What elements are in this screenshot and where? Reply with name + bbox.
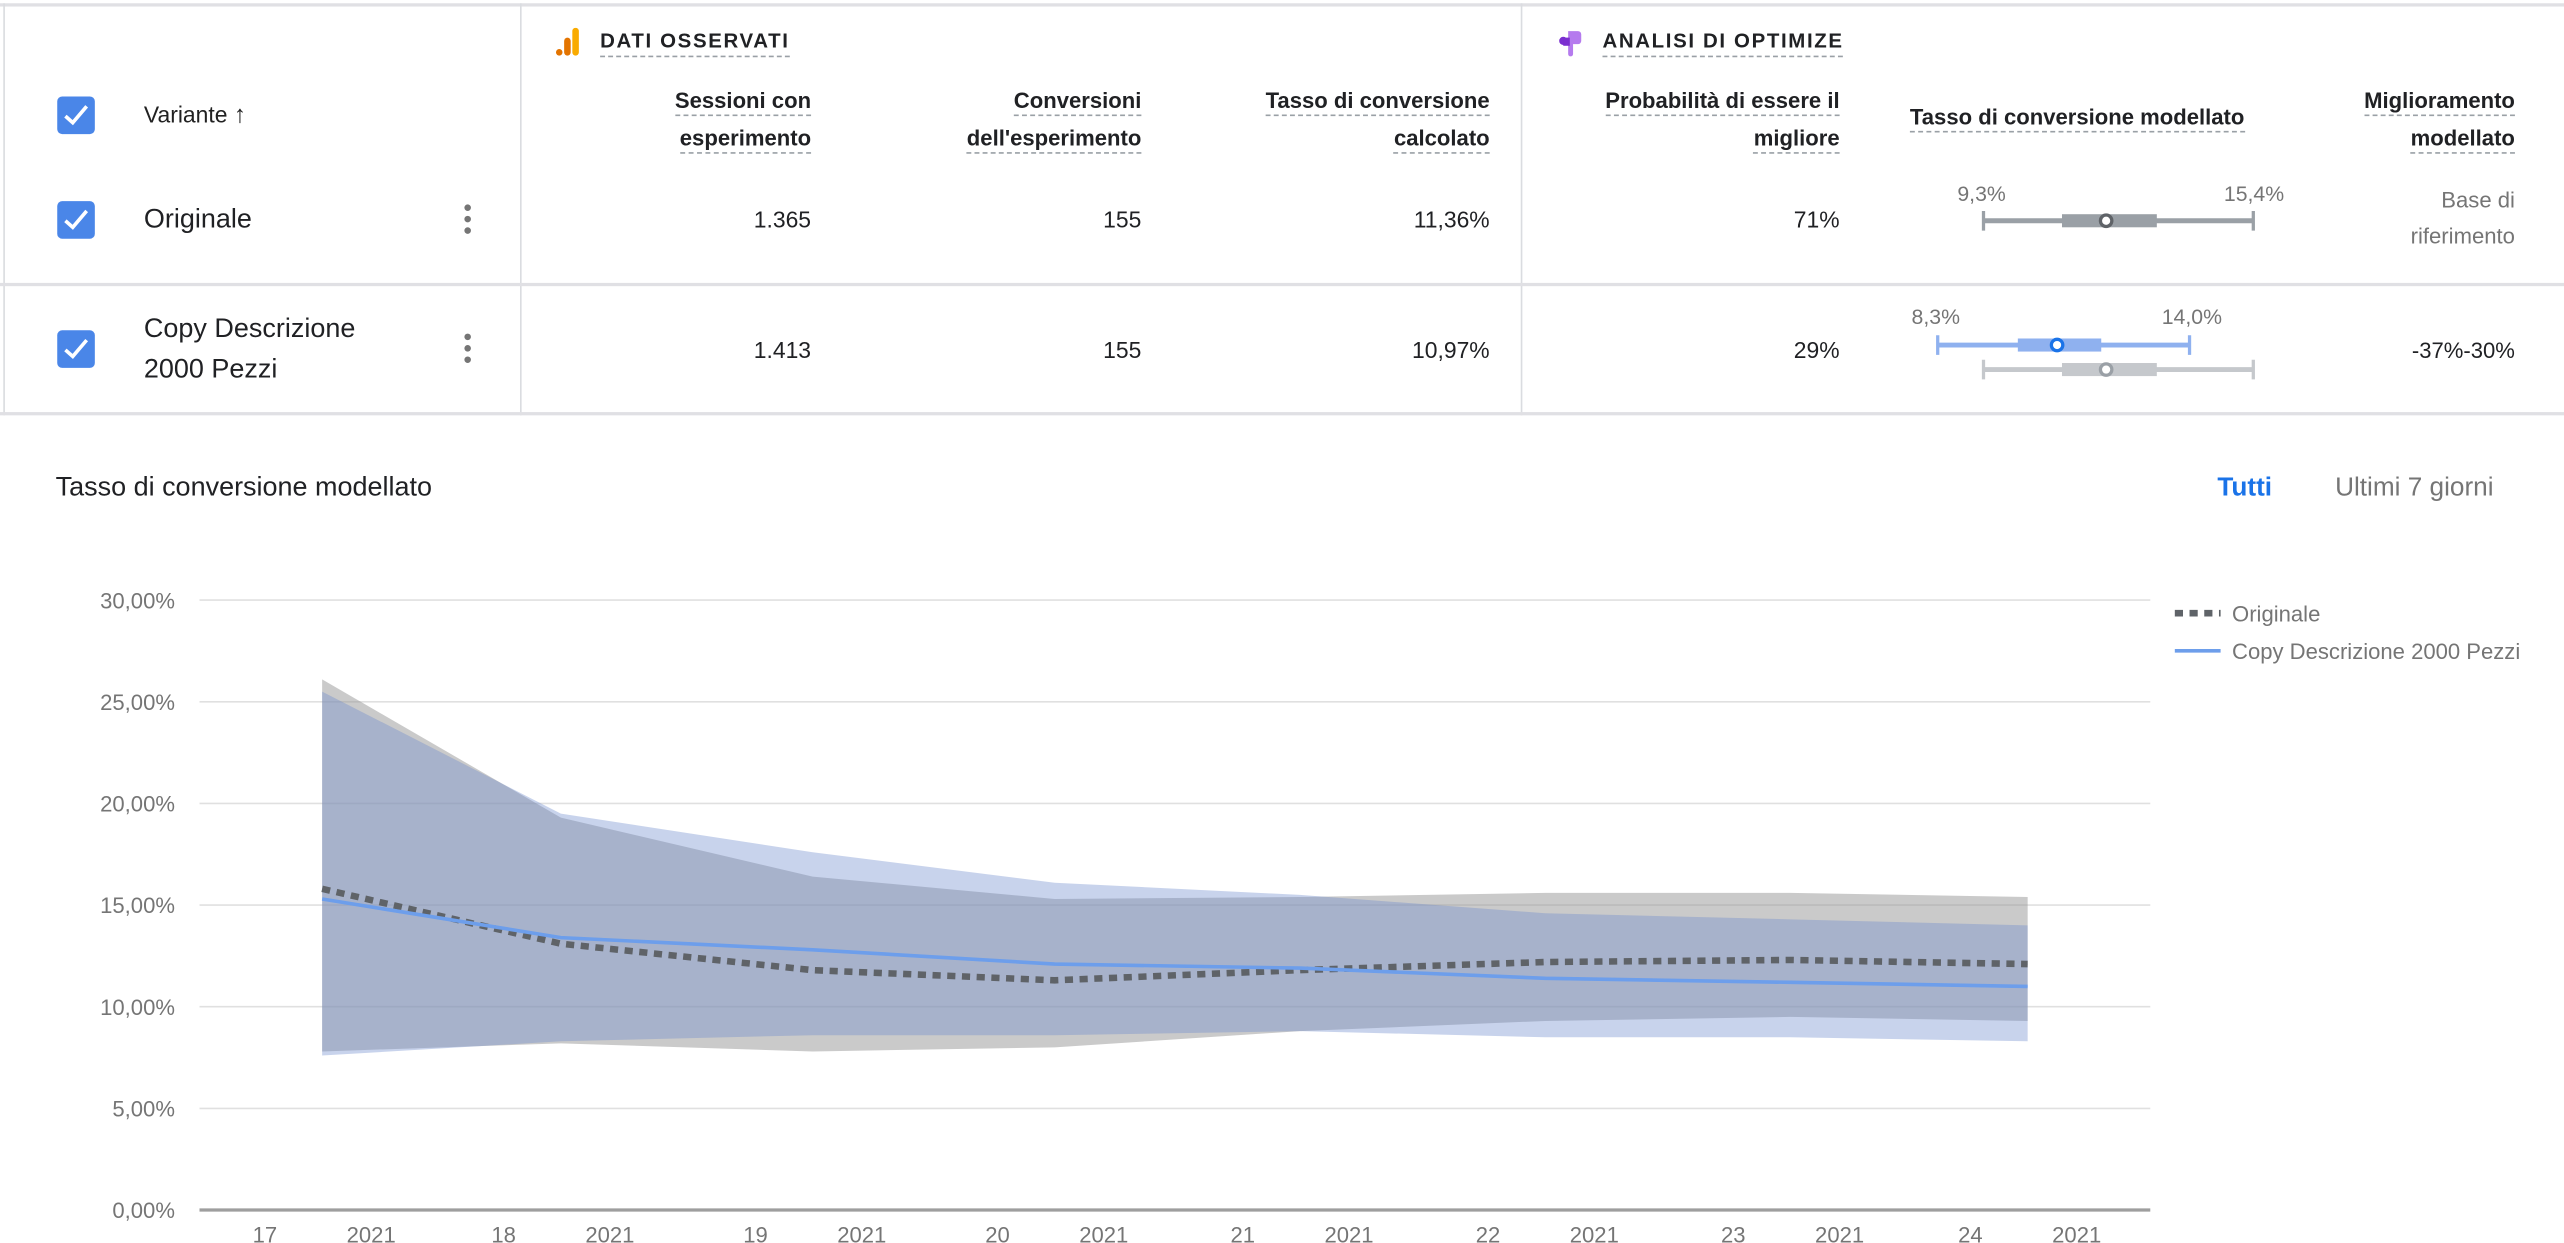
x-tick-day: 22	[1476, 1223, 1501, 1243]
y-tick-label: 15,00%	[100, 893, 175, 918]
x-tick-day: 21	[1230, 1223, 1255, 1243]
conversions-value: 155	[1103, 206, 1141, 232]
range-7d-tab[interactable]: Ultimi 7 giorni	[2335, 474, 2493, 503]
col-header-conversions[interactable]: Conversioni dell'esperimento	[967, 82, 1142, 157]
col-header-line: Tasso di conversione	[1266, 88, 1490, 116]
x-tick-year: 2021	[2052, 1223, 2101, 1243]
x-tick-year: 2021	[1815, 1223, 1864, 1243]
ci-high-label: 15,4%	[2224, 182, 2284, 207]
y-tick-label: 20,00%	[100, 792, 175, 817]
col-header-line: Tasso di conversione modellato	[1910, 105, 2245, 133]
y-tick-label: 30,00%	[100, 588, 175, 613]
improvement-value: Base di riferimento	[2411, 183, 2515, 255]
col-header-line: calcolato	[1394, 126, 1490, 154]
column-divider	[520, 3, 522, 415]
confidence-interval-copy	[1925, 329, 2268, 385]
x-tick-day: 23	[1721, 1223, 1746, 1243]
sessions-value: 1.413	[754, 337, 811, 363]
ci-low-label: 8,3%	[1912, 304, 1960, 329]
conv-rate-value: 11,36%	[1414, 206, 1490, 232]
check-icon	[62, 103, 90, 128]
x-tick-year: 2021	[1324, 1223, 1373, 1243]
y-tick-label: 10,00%	[100, 995, 175, 1020]
section-observed-data: DATI OSSERVATI	[600, 29, 789, 57]
row-divider	[0, 412, 2564, 415]
col-header-line: migliore	[1754, 126, 1840, 154]
row-divider	[0, 283, 2564, 286]
col-header-line: Probabilità di essere il	[1605, 88, 1839, 116]
prob-best-value: 29%	[1794, 337, 1840, 363]
column-divider	[1521, 3, 1523, 415]
range-all-tab[interactable]: Tutti	[2217, 474, 2272, 503]
x-tick-day: 18	[491, 1223, 516, 1243]
improvement-line: riferimento	[2411, 224, 2515, 249]
x-tick-year: 2021	[585, 1223, 634, 1243]
col-header-improvement[interactable]: Miglioramento modellato	[2364, 82, 2515, 157]
optimize-icon	[1558, 28, 1584, 66]
improvement-line: Base di	[2441, 188, 2515, 213]
x-tick-year: 2021	[1079, 1223, 1128, 1243]
section-optimize-analysis: ANALISI DI OPTIMIZE	[1602, 29, 1843, 57]
col-header-line: Miglioramento	[2364, 88, 2515, 116]
col-header-conv-rate[interactable]: Tasso di conversione calcolato	[1266, 82, 1490, 157]
legend-label: Copy Descrizione 2000 Pezzi	[2232, 639, 2520, 664]
conversions-value: 155	[1103, 337, 1141, 363]
x-tick-year: 2021	[837, 1223, 886, 1243]
variant-name: Originale	[144, 199, 252, 240]
more-vert-icon[interactable]	[464, 204, 471, 238]
improvement-value: -37%-30%	[2412, 334, 2515, 370]
more-vert-icon[interactable]	[464, 334, 471, 368]
confidence-interval-original	[1970, 204, 2264, 237]
col-header-line: modellato	[2411, 126, 2515, 154]
x-tick-year: 2021	[347, 1223, 396, 1243]
prob-best-value: 71%	[1794, 206, 1840, 232]
col-header-line: dell'esperimento	[967, 126, 1142, 154]
variant-name-line: Copy Descrizione	[144, 314, 355, 343]
y-tick-label: 0,00%	[112, 1198, 175, 1223]
variant-sort-header[interactable]: Variante ↑	[144, 101, 246, 129]
col-header-line: Sessioni con	[675, 88, 811, 116]
col-header-sessions[interactable]: Sessioni con esperimento	[675, 82, 811, 157]
x-tick-day: 20	[985, 1223, 1010, 1243]
check-icon	[62, 337, 90, 362]
col-header-modeled-rate[interactable]: Tasso di conversione modellato	[1910, 98, 2245, 136]
x-tick-day: 24	[1958, 1223, 1983, 1243]
x-tick-day: 19	[743, 1223, 768, 1243]
variant-name-line: 2000 Pezzi	[144, 355, 277, 384]
ci-high-label: 14,0%	[2162, 304, 2222, 329]
col-header-prob-best[interactable]: Probabilità di essere il migliore	[1605, 82, 1839, 157]
variant-header-label: Variante	[144, 101, 228, 127]
arrow-up-icon: ↑	[234, 101, 246, 129]
row-checkbox[interactable]	[57, 201, 95, 239]
col-header-line: esperimento	[680, 126, 811, 154]
conv-rate-value: 10,97%	[1412, 337, 1490, 363]
chart-title: Tasso di conversione modellato	[56, 473, 432, 504]
analytics-icon	[556, 28, 582, 66]
variant-name: Copy Descrizione 2000 Pezzi	[144, 309, 355, 391]
x-tick-year: 2021	[1570, 1223, 1619, 1243]
y-tick-label: 25,00%	[100, 690, 175, 715]
y-tick-label: 5,00%	[112, 1097, 175, 1122]
table-top-border	[0, 3, 2564, 6]
col-header-line: Conversioni	[1014, 88, 1142, 116]
sessions-value: 1.365	[754, 206, 811, 232]
legend-label: Originale	[2232, 601, 2320, 626]
confidence-band-copy	[322, 692, 2028, 1056]
row-checkbox[interactable]	[57, 330, 95, 368]
ci-low-label: 9,3%	[1957, 182, 2005, 207]
x-tick-day: 17	[253, 1223, 278, 1243]
conversion-rate-chart: 0,00% 5,00% 10,00% 15,00% 20,00% 25,00% 30,00%…	[0, 556, 2564, 1243]
table-left-border	[3, 3, 5, 415]
check-icon	[62, 208, 90, 233]
select-all-checkbox[interactable]	[57, 96, 95, 134]
